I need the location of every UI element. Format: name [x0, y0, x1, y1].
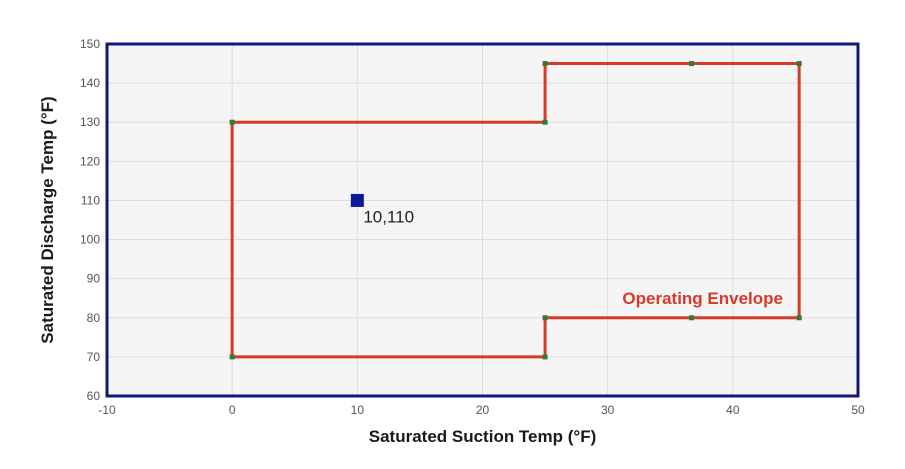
envelope-vertex [229, 119, 235, 125]
y-tick-label: 60 [87, 389, 101, 403]
y-tick-labels: 60 70 80 90 100 110 120 130 140 150 [80, 37, 100, 403]
x-tick-label: 10 [351, 403, 365, 417]
envelope-vertex [229, 354, 235, 360]
envelope: Operating Envelope [229, 61, 802, 360]
envelope-vertex [542, 354, 548, 360]
x-tick-label: 0 [229, 403, 236, 417]
y-tick-label: 70 [87, 350, 101, 364]
y-tick-label: 90 [87, 272, 101, 286]
y-tick-label: 130 [80, 115, 100, 129]
y-axis-title: Saturated Discharge Temp (°F) [38, 96, 57, 343]
envelope-vertex [689, 315, 695, 321]
y-tick-label: 100 [80, 233, 100, 247]
envelope-vertex [542, 61, 548, 67]
data-point-label: 10,110 [363, 207, 414, 226]
y-tick-label: 80 [87, 311, 101, 325]
envelope-vertex [796, 61, 802, 67]
x-tick-labels: -10 0 10 20 30 40 50 [98, 403, 865, 417]
x-tick-label: 30 [601, 403, 615, 417]
plot-frame [105, 42, 860, 398]
x-tick-label: 40 [726, 403, 740, 417]
envelope-vertex [542, 315, 548, 321]
envelope-vertex [796, 315, 802, 321]
x-tick-label: 20 [476, 403, 490, 417]
x-axis-title: Saturated Suction Temp (°F) [369, 427, 597, 446]
x-tick-label: 50 [851, 403, 865, 417]
envelope-vertex [689, 61, 695, 67]
envelope-label: Operating Envelope [622, 289, 783, 308]
data-points: 10,110 [350, 193, 414, 226]
y-tick-label: 140 [80, 76, 100, 90]
x-tick-label: -10 [98, 403, 116, 417]
data-point-marker [350, 193, 364, 207]
y-tick-label: 120 [80, 154, 100, 168]
y-tick-label: 150 [80, 37, 100, 51]
y-tick-label: 110 [81, 193, 100, 207]
envelope-vertex [542, 119, 548, 125]
